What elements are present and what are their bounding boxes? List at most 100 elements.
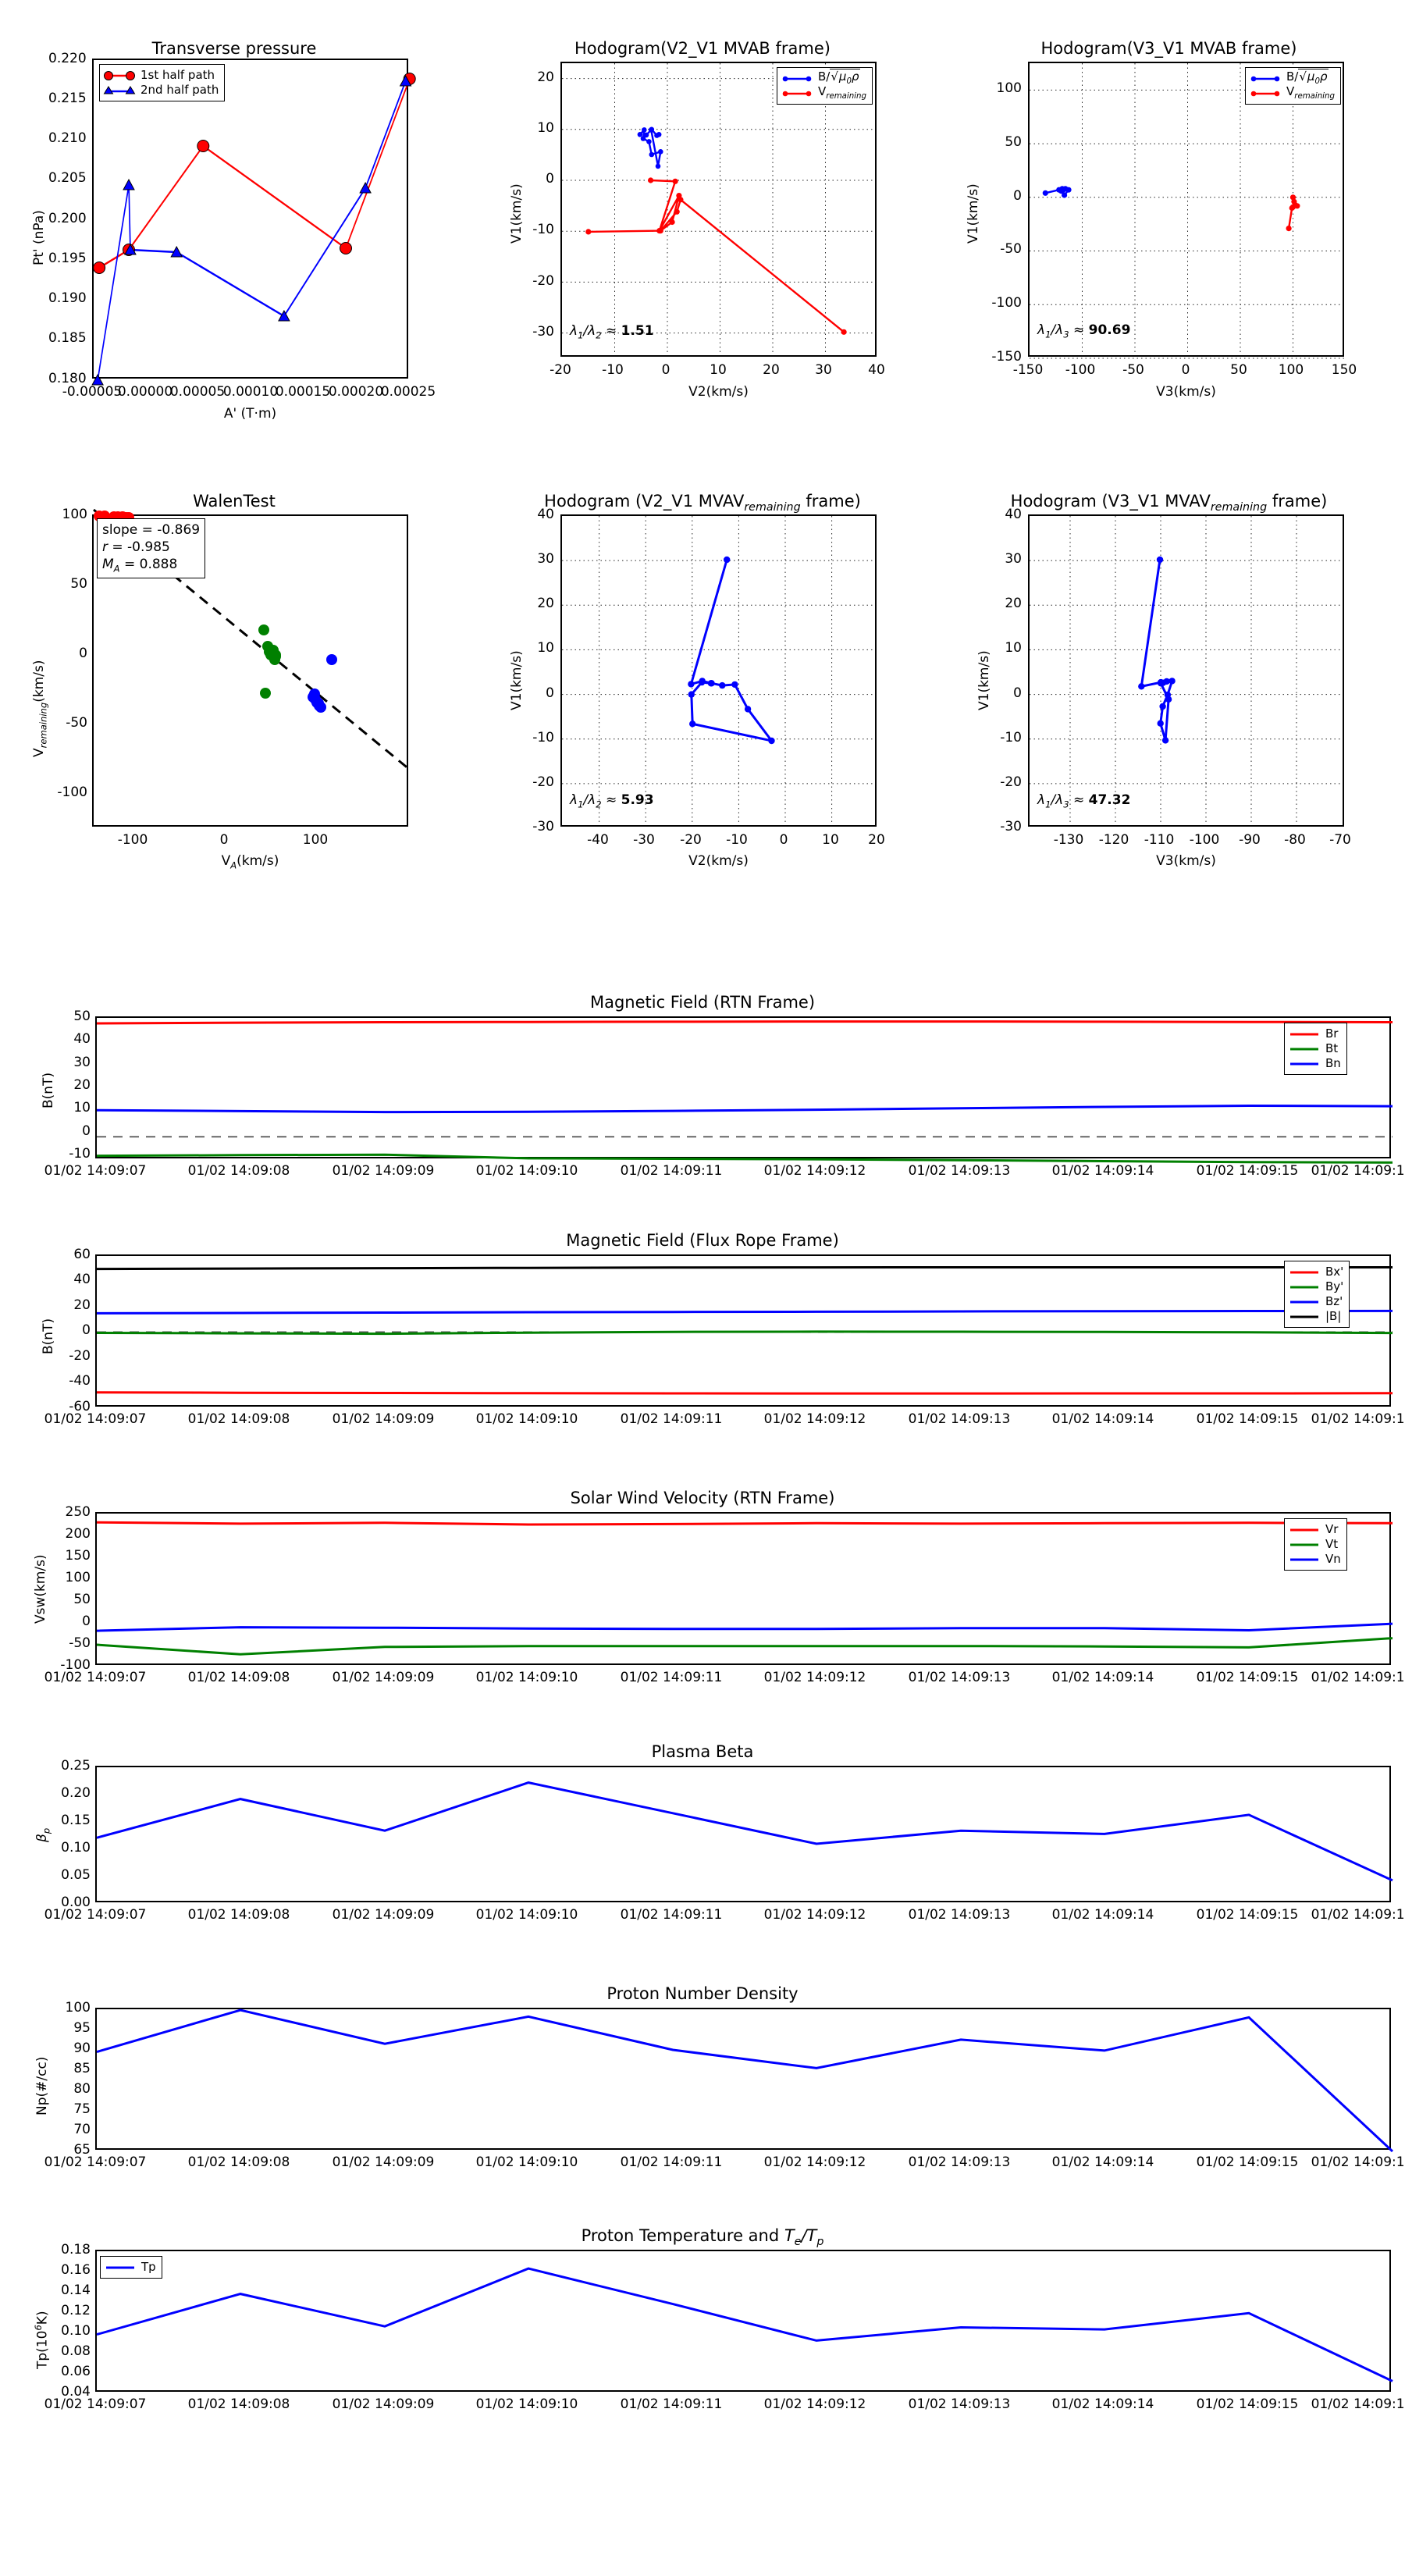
y-axis-label: Vremaining(km/s) bbox=[31, 660, 49, 757]
series-v-hodogram bbox=[689, 559, 775, 743]
xtick: 0.00015 bbox=[275, 384, 331, 400]
legend-swatch-circle-red bbox=[104, 70, 135, 81]
r-label: r = bbox=[102, 539, 128, 556]
legend-label: Br bbox=[1325, 1026, 1339, 1041]
legend-item-bxp: Bx' bbox=[1289, 1265, 1343, 1279]
plot-area bbox=[95, 2250, 1393, 2392]
ytick: -100 bbox=[991, 295, 1022, 311]
legend-swatch-vr bbox=[1289, 1525, 1320, 1535]
ytick: 10 bbox=[537, 120, 554, 136]
eigenvalue-ratio-value: 1.51 bbox=[621, 323, 654, 339]
xtick: 01/02 14:09:10 bbox=[475, 2154, 578, 2170]
ytick: 10 bbox=[537, 640, 554, 656]
xtick: 01/02 14:09:09 bbox=[332, 1670, 435, 1685]
xtick: 01/02 14:09:13 bbox=[908, 1907, 1011, 1923]
legend-item-vt: Vt bbox=[1289, 1537, 1341, 1552]
xtick: 01/02 14:09:14 bbox=[1051, 1670, 1154, 1685]
legend-label-v-remaining: Vremaining bbox=[1286, 84, 1335, 101]
ytick: 0.08 bbox=[61, 2343, 91, 2359]
ytick: 65 bbox=[73, 2142, 91, 2158]
plot-area bbox=[92, 508, 411, 827]
xtick: -100 bbox=[117, 832, 148, 848]
xtick: 01/02 14:09:15 bbox=[1196, 1411, 1299, 1427]
legend-swatch-red bbox=[781, 88, 813, 99]
slope-value: -0.869 bbox=[157, 522, 201, 538]
panel-hodogram-v3v1-mvab: Hodogram(V3_V1 MVAB frame) bbox=[933, 0, 1405, 437]
plot-area bbox=[95, 1512, 1393, 1665]
legend-label: Bt bbox=[1325, 1041, 1339, 1055]
y-axis-label: V1(km/s) bbox=[509, 183, 525, 244]
xtick: 01/02 14:09:08 bbox=[187, 2154, 290, 2170]
np-plot bbox=[96, 2008, 1394, 2153]
xtick: 0 bbox=[779, 832, 788, 848]
gridlines bbox=[562, 516, 878, 828]
xtick: 01/02 14:09:07 bbox=[44, 1411, 147, 1427]
x-axis-label: V3(km/s) bbox=[1156, 853, 1216, 869]
legend-label: Vr bbox=[1325, 1522, 1339, 1536]
xtick: 01/02 14:09:11 bbox=[620, 2396, 723, 2412]
ytick: 0.14 bbox=[61, 2282, 91, 2298]
ytick: 0.180 bbox=[48, 371, 87, 386]
xtick: 01/02 14:09:13 bbox=[908, 1411, 1011, 1427]
ytick: 90 bbox=[73, 2041, 91, 2056]
ytick: -20 bbox=[532, 774, 554, 790]
plot-area bbox=[560, 62, 878, 358]
panel-magnetic-field-flux-rope: Magnetic Field (Flux Rope Frame) Bx' By'… bbox=[0, 1206, 1405, 1432]
legend-swatch-bmag bbox=[1289, 1311, 1320, 1322]
ytick: -10 bbox=[1000, 730, 1022, 745]
legend-item-2: Vremaining bbox=[781, 85, 866, 101]
xtick: 01/02 14:09:13 bbox=[908, 2396, 1011, 2412]
xtick: 01/02 14:09:07 bbox=[44, 2396, 147, 2412]
panel-title: WalenTest bbox=[193, 492, 276, 511]
ytick: 10 bbox=[73, 1100, 91, 1115]
eigenvalue-ratio-annotation: λ1/λ3 ≈ 90.69 bbox=[1037, 322, 1131, 340]
legend: Br Bt Bn bbox=[1284, 1023, 1347, 1075]
panel-hodogram-v2v1-mvav: Hodogram (V2_V1 MVAVremaining frame) bbox=[468, 453, 937, 898]
legend-item-1: 1st half path bbox=[104, 68, 219, 83]
ytick: 50 bbox=[1005, 134, 1022, 150]
slope-label: slope = bbox=[102, 522, 158, 538]
plot-area bbox=[95, 1254, 1393, 1407]
xtick: 0.00000 bbox=[117, 384, 173, 400]
panel-magnetic-field-rtn: Magnetic Field (RTN Frame) Br Bt Bn 50 4… bbox=[0, 968, 1405, 1194]
ytick: -10 bbox=[69, 1146, 91, 1162]
ytick: -30 bbox=[532, 324, 554, 340]
ytick: 200 bbox=[65, 1526, 91, 1542]
legend-swatch-red bbox=[1250, 88, 1281, 99]
xtick: 01/02 14:09:16 bbox=[1311, 2396, 1405, 2412]
ytick: 0.20 bbox=[61, 1785, 91, 1801]
ytick: 60 bbox=[73, 1247, 91, 1262]
legend-item-tp: Tp bbox=[105, 2260, 156, 2275]
ytick: -50 bbox=[66, 715, 87, 731]
series-vt bbox=[96, 1637, 1393, 1656]
ytick: 20 bbox=[537, 596, 554, 611]
y-axis-label: B(nT) bbox=[41, 1072, 56, 1108]
xtick: 01/02 14:09:13 bbox=[908, 1163, 1011, 1179]
xtick: 01/02 14:09:10 bbox=[475, 1411, 578, 1427]
legend-label: 1st half path bbox=[140, 68, 215, 82]
xtick: 01/02 14:09:12 bbox=[763, 2154, 866, 2170]
eigenvalue-ratio-annotation: λ1/λ2 ≈ 1.51 bbox=[570, 323, 654, 341]
ytick: 70 bbox=[73, 2122, 91, 2137]
panel-hodogram-v2v1-mvab: Hodogram(V2_V1 MVAB frame) bbox=[468, 0, 937, 437]
legend-item-2: 2nd half path bbox=[103, 83, 219, 98]
ytick: 0 bbox=[79, 646, 87, 661]
legend-item-2: Vremaining bbox=[1250, 84, 1335, 101]
series-B-markers bbox=[1042, 186, 1072, 198]
xtick: 01/02 14:09:14 bbox=[1051, 2154, 1154, 2170]
ytick: 10 bbox=[1005, 640, 1022, 656]
ytick: 0 bbox=[82, 1322, 91, 1338]
plot-area bbox=[1028, 514, 1346, 828]
panel-title: Hodogram(V2_V1 MVAB frame) bbox=[574, 39, 831, 58]
plot-area bbox=[91, 59, 416, 386]
series-br bbox=[96, 1020, 1393, 1025]
xtick: 01/02 14:09:14 bbox=[1051, 1411, 1154, 1427]
panel-transverse-pressure: Transverse pressure bbox=[0, 0, 468, 437]
y-axis-label: βp bbox=[34, 1827, 52, 1842]
eigenvalue-ratio-value: 90.69 bbox=[1088, 322, 1131, 338]
xtick: 01/02 14:09:08 bbox=[187, 1163, 290, 1179]
legend: B/√μ0ρ Vremaining bbox=[777, 67, 873, 105]
legend-item-br: Br bbox=[1289, 1026, 1341, 1041]
ytick: 0.195 bbox=[48, 251, 87, 266]
legend-item-bzp: Bz' bbox=[1289, 1294, 1343, 1309]
